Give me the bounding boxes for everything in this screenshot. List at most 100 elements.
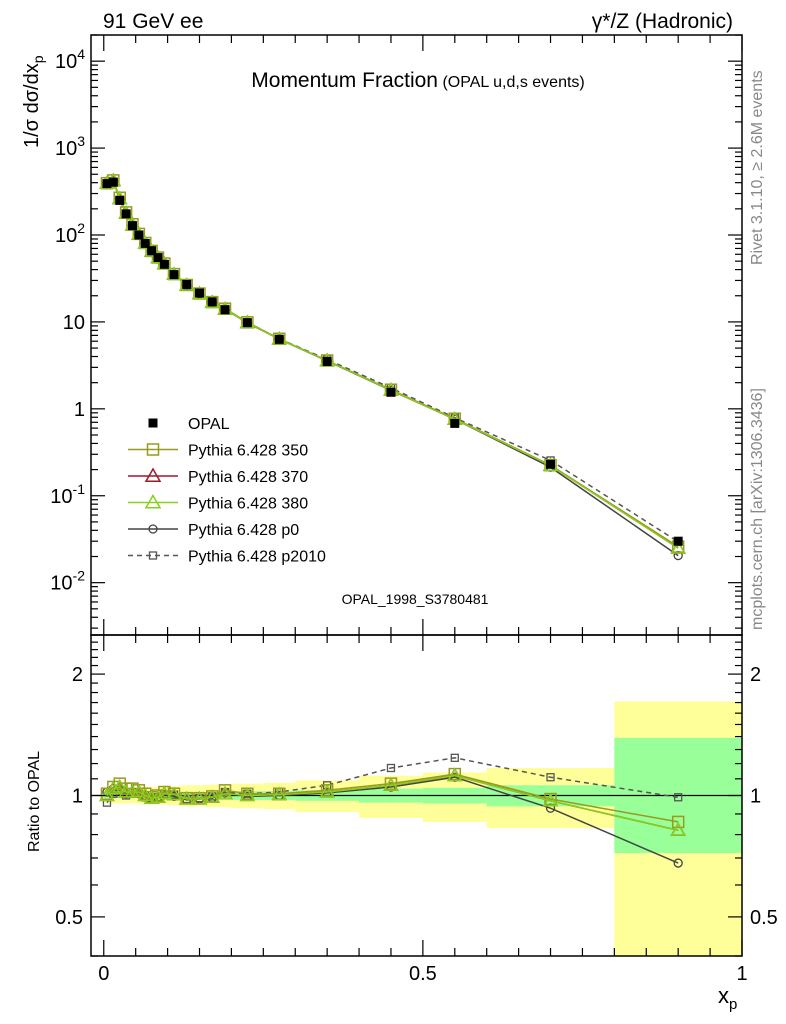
main-ytick-label: 102	[55, 220, 85, 247]
ratio-point-p380	[178, 791, 195, 805]
legend-marker-p2010	[148, 551, 158, 560]
xtick-label: 1	[736, 963, 747, 985]
rivet-label: Rivet 3.1.10, ≥ 2.6M events	[749, 70, 766, 265]
ratio-point-p380	[166, 786, 182, 801]
legend-label-p2010: Pythia 6.428 p2010	[188, 549, 326, 566]
main-point-opal	[242, 318, 252, 328]
legend-label-p350: Pythia 6.428 350	[188, 443, 308, 460]
legend-label-p370: Pythia 6.428 370	[188, 469, 308, 486]
ratio-point-p380	[191, 791, 208, 805]
main-point-opal	[121, 209, 131, 219]
ratio-point-p380	[670, 822, 686, 836]
ratio-point-p350	[671, 815, 685, 829]
tick-base: 10	[55, 51, 77, 73]
y-axis-label-main: 1/σ dσ/dxp	[21, 55, 46, 148]
main-line-p2010	[106, 180, 679, 543]
ratio-point-p380	[217, 785, 233, 800]
main-point-opal	[134, 230, 144, 240]
ratio-point-p2010	[386, 763, 396, 773]
legend-label-opal: OPAL	[188, 416, 230, 433]
y-axis-label-ratio: Ratio to OPAL	[26, 751, 43, 852]
ratio-point-p2010	[674, 793, 683, 802]
main-point-opal	[673, 536, 683, 546]
title-sub: (OPAL u,d,s events)	[442, 74, 584, 91]
main-point-opal	[182, 279, 192, 289]
ratio-ytick-label-right: 1	[750, 786, 761, 808]
ratio-point-p380	[319, 784, 335, 798]
main-point-opal	[115, 195, 125, 205]
ratio-point-p380	[137, 787, 154, 802]
ratio-point-p380	[131, 784, 147, 798]
title-main: Momentum Fraction	[251, 69, 438, 92]
header-energy: 91 GeV ee	[103, 10, 203, 33]
ratio-point-p380	[239, 787, 256, 802]
header-process: γ*/Z (Hadronic)	[592, 10, 733, 33]
ratio-plot	[91, 753, 742, 868]
main-ytick-label: 10-2	[50, 568, 85, 595]
main-point-opal	[102, 179, 112, 189]
legend: OPAL Pythia 6.428 350 Pythia 6.428 370 Pyth…	[128, 416, 326, 566]
tick-exponent: -2	[73, 568, 86, 584]
ratio-line-p350	[106, 773, 679, 823]
tick-exponent: 3	[77, 133, 85, 149]
main-point-opal	[169, 270, 179, 280]
ratio-point-p380	[204, 789, 221, 803]
ratio-point-p380	[111, 778, 128, 793]
ratio-point-p2010	[450, 753, 459, 762]
legend-label-p0: Pythia 6.428 p0	[188, 522, 299, 539]
main-line-p350	[106, 179, 679, 548]
main-ytick-label: 103	[55, 133, 85, 160]
tick-base: 10	[50, 573, 72, 595]
main-point-opal	[147, 246, 157, 256]
tick-exponent: 4	[77, 46, 85, 62]
tick-base: 10	[50, 486, 72, 508]
ratio-point-p380	[105, 780, 122, 795]
main-point-opal	[159, 259, 169, 269]
main-point-opal	[108, 177, 118, 187]
ratio-ytick-label-right: 2	[750, 664, 761, 686]
analysis-id: OPAL_1998_S3780481	[342, 591, 489, 607]
tick-exponent: 2	[77, 220, 85, 236]
main-frame	[90, 34, 743, 636]
tick-base: 10	[55, 138, 77, 160]
main-point-opal	[207, 297, 217, 307]
xtick-label: 0.5	[409, 963, 437, 985]
ratio-ytick-label-left: 1	[72, 786, 83, 808]
main-ytick-label: 10-1	[50, 481, 85, 508]
main-point-p380	[670, 540, 686, 554]
main-ytick-label: 104	[55, 46, 85, 73]
main-point-opal	[195, 288, 204, 298]
main-point-opal	[220, 305, 230, 315]
legend-marker-p380	[144, 493, 162, 509]
main-point-opal	[153, 253, 163, 263]
main-point-opal	[386, 387, 396, 397]
legend-label-p380: Pythia 6.428 380	[188, 496, 308, 513]
tick-exponent: -1	[73, 481, 86, 497]
ratio-point-p380	[150, 789, 166, 803]
legend-marker-opal	[148, 418, 158, 428]
legend-marker-p0	[148, 524, 158, 534]
ratio-point-p380	[99, 787, 115, 802]
x-axis-label: xp	[718, 983, 737, 1013]
ratio-point-p0	[673, 858, 683, 868]
ratio-point-p350	[126, 782, 139, 795]
mcplots-label: mcplots.cern.ch [arXiv:1306.3436]	[749, 388, 766, 630]
ratio-point-p380	[383, 777, 399, 791]
main-point-opal	[274, 334, 284, 344]
ratio-point-p380	[156, 785, 173, 800]
main-plot	[99, 172, 686, 561]
xtick-label: 0	[98, 963, 109, 985]
ratio-point-p380	[271, 786, 288, 801]
ratio-ytick-label-left: 0.5	[55, 907, 83, 929]
ratio-uncertainty-bands	[103, 701, 742, 956]
chart-title: Momentum Fraction (OPAL u,d,s events)	[251, 69, 584, 92]
legend-marker-p370	[144, 467, 162, 482]
main-ytick-label: 10	[63, 312, 85, 334]
ratio-ytick-label-right: 0.5	[750, 907, 778, 929]
main-point-opal	[322, 357, 332, 367]
main-point-opal	[140, 238, 150, 248]
main-point-opal	[546, 459, 556, 469]
ratio-point-p380	[542, 792, 559, 807]
